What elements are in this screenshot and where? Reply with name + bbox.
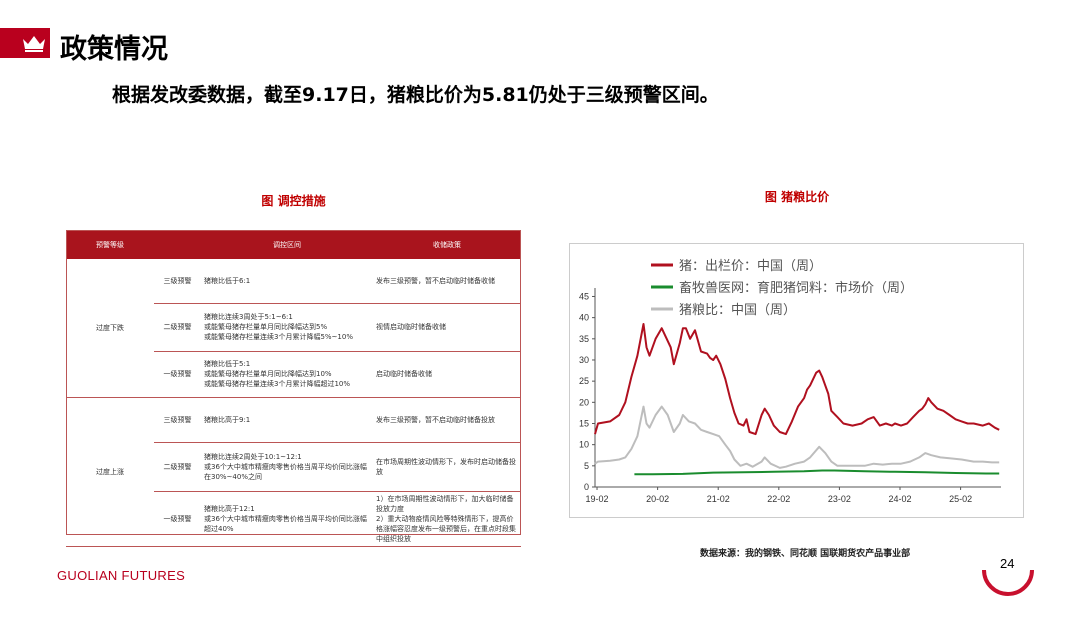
table-header-cell: 预警等级 — [66, 230, 154, 259]
level-cell-line: 三级预警 — [163, 276, 192, 285]
x-tick-label: 21-02 — [707, 494, 730, 504]
y-tick-label: 0 — [584, 482, 589, 492]
y-tick-label: 15 — [579, 418, 589, 428]
policy-cell: 1）在市场周期性波动情形下，加大临时储备投放力度 2）重大动物疫情风险等特殊情形下… — [373, 491, 521, 547]
policy-cell: 启动临时储备收储 — [373, 351, 521, 398]
table-header-cell — [154, 230, 201, 259]
level-cell: 一级预警 — [154, 351, 201, 398]
range-cell: 猪粮比高于12:1 或36个大中城市精瘦肉零售价格当周平均价同比涨幅超过40% — [201, 491, 373, 547]
table-header-cell: 调控区间 — [201, 230, 373, 259]
legend-label: 猪：出栏价：中国（周） — [679, 259, 822, 274]
legend-label: 猪粮比：中国（周） — [679, 303, 796, 318]
company-logo: GUOLIAN FUTURES — [57, 568, 185, 583]
brand-suffix: FUTURES — [121, 568, 186, 583]
policy-cell-line: 发布三级预警，暂不启动临时储备投放 — [376, 415, 495, 424]
policy-cell: 视情启动临时储备收储 — [373, 303, 521, 352]
y-tick-label: 45 — [579, 291, 589, 301]
range-cell: 猪粮比低于6:1 — [201, 259, 373, 304]
brand-name: GUOLIAN — [57, 568, 118, 583]
policy-cell-line: 1）在市场周期性波动情形下，加大临时储备投放力度 — [376, 494, 514, 513]
level-cell-line: 二级预警 — [163, 462, 192, 471]
level-cell-line: 一级预警 — [163, 370, 192, 378]
range-cell-line: 或能繁母猪存栏量连续3个月累计降幅超过10% — [204, 380, 351, 388]
y-tick-label: 10 — [579, 440, 589, 450]
chart-frame — [569, 243, 1024, 518]
y-tick-label: 5 — [584, 461, 589, 471]
page-number-arc — [982, 569, 1034, 596]
range-cell-line: 猪粮比高于9:1 — [204, 415, 251, 424]
range-cell-line: 猪粮比低于6:1 — [204, 276, 251, 285]
policy-cell: 发布三级预警，暂不启动临时储备投放 — [373, 397, 521, 443]
table-row: 一级预警 猪粮比高于12:1 或36个大中城市精瘦肉零售价格当周平均价同比涨幅超过4… — [66, 491, 521, 547]
table-row: 二级预警 猪粮比连续3周处于5:1~6:1 或能繁母猪存栏量单月同比降幅达到5% 或能… — [66, 303, 521, 352]
table-caption: 图 调控措施 — [261, 194, 326, 208]
range-cell-line: 或能繁母猪存栏量单月同比降幅达到10% — [204, 370, 332, 378]
x-tick-label: 22-02 — [767, 494, 790, 504]
y-tick-label: 30 — [579, 355, 589, 365]
source-note: 数据来源：我的钢铁、同花顺 国联期货农产品事业部 — [700, 549, 911, 559]
policy-cell-line: 启动临时储备收储 — [376, 370, 432, 378]
policy-cell-line: 视情启动临时储备收储 — [376, 323, 446, 331]
series-line-2 — [594, 405, 1000, 469]
table-row: 一级预警 猪粮比低于5:1 或能繁母猪存栏量单月同比降幅达到10% 或能繁母猪存栏量连… — [66, 351, 521, 398]
line-chart: 0 5 10 15 20 25 30 35 40 45 19-02 20-02 21-02 22-02 23… — [579, 259, 1001, 504]
x-tick-label: 24-02 — [888, 494, 911, 504]
range-cell-line: 或36个大中城市精瘦肉零售价格当周平均价同比涨幅在30%~40%之间 — [204, 462, 367, 481]
page-title: 政策情况 — [60, 34, 168, 65]
range-cell: 猪粮比连续2周处于10:1~12:1 或36个大中城市精瘦肉零售价格当周平均价同比… — [201, 442, 373, 492]
range-cell: 猪粮比连续3周处于5:1~6:1 或能繁母猪存栏量单月同比降幅达到5% 或能繁母猪存… — [201, 303, 373, 352]
range-cell: 猪粮比高于9:1 — [201, 397, 373, 443]
y-tick-label: 35 — [579, 334, 589, 344]
level-cell: 二级预警 — [154, 303, 201, 352]
x-tick-label: 25-02 — [949, 494, 972, 504]
policy-table: 预警等级 调控区间 收储政策 过度下跌 三级预警 猪粮比低于6:1 发布三级预警，暂不… — [66, 230, 521, 547]
group-cell: 过度下跌 — [66, 259, 154, 398]
crown-icon — [23, 36, 45, 52]
level-cell: 二级预警 — [154, 442, 201, 492]
x-tick-label: 23-02 — [828, 494, 851, 504]
policy-cell-line: 2）重大动物疫情风险等特殊情形下，提高价格涨幅容忍度发布一级预警后，在重点时段集… — [376, 514, 516, 543]
table-header-row: 预警等级 调控区间 收储政策 — [66, 230, 521, 259]
page-subtitle: 根据发改委数据，截至9.17日，猪粮比价为5.81仍处于三级预警区间。 — [112, 84, 719, 106]
level-cell: 一级预警 — [154, 491, 201, 547]
range-cell-line: 猪粮比连续3周处于5:1~6:1 — [204, 313, 293, 321]
policy-cell: 发布三级预警，暂不启动临时储备收储 — [373, 259, 521, 304]
legend-label: 畜牧兽医网：育肥猪饲料：市场价（周） — [679, 280, 913, 296]
level-cell-line: 二级预警 — [163, 323, 192, 331]
y-tick-label: 40 — [579, 313, 589, 323]
table-row: 过度上涨 三级预警 猪粮比高于9:1 发布三级预警，暂不启动临时储备投放 — [66, 397, 521, 547]
series-line-1 — [634, 469, 1000, 476]
y-tick-label: 25 — [579, 376, 589, 386]
range-cell-line: 猪粮比连续2周处于10:1~12:1 — [204, 452, 302, 461]
policy-cell-line: 在市场周期性波动情形下，发布时启动储备投放 — [376, 457, 516, 476]
level-cell-line: 三级预警 — [163, 415, 192, 424]
range-cell-line: 猪粮比低于5:1 — [204, 360, 251, 368]
range-cell-line: 猪粮比高于12:1 — [204, 504, 255, 513]
y-tick-label: 20 — [579, 397, 589, 407]
level-cell-line: 一级预警 — [163, 514, 192, 523]
table-body: 过度下跌 三级预警 猪粮比低于6:1 发布三级预警，暂不启动临时储备收储 二级预警 猪粮比… — [66, 259, 521, 547]
policy-cell-line: 发布三级预警，暂不启动临时储备收储 — [376, 276, 495, 285]
series-line-0 — [594, 323, 1000, 436]
policy-cell: 在市场周期性波动情形下，发布时启动储备投放 — [373, 442, 521, 492]
range-cell: 猪粮比低于5:1 或能繁母猪存栏量单月同比降幅达到10% 或能繁母猪存栏量连续3个月… — [201, 351, 373, 398]
table-row: 二级预警 猪粮比连续2周处于10:1~12:1 或36个大中城市精瘦肉零售价格当周平… — [66, 442, 521, 492]
chart-caption: 图 猪粮比价 — [764, 190, 830, 204]
x-tick-label: 19-02 — [586, 494, 609, 504]
table-header-cell: 收储政策 — [373, 230, 521, 259]
range-cell-line: 或能繁母猪存栏量单月同比降幅达到5% — [204, 323, 328, 331]
level-cell: 三级预警 — [154, 397, 201, 443]
range-cell-line: 或36个大中城市精瘦肉零售价格当周平均价同比涨幅超过40% — [204, 514, 367, 533]
table-row: 过度下跌 三级预警 猪粮比低于6:1 发布三级预警，暂不启动临时储备收储 — [66, 259, 521, 398]
x-tick-label: 20-02 — [646, 494, 669, 504]
page-number: 24 — [1000, 556, 1015, 571]
range-cell-line: 或能繁母猪存栏量连续3个月累计降幅5%~10% — [204, 333, 353, 341]
group-cell: 过度上涨 — [66, 397, 154, 547]
level-cell: 三级预警 — [154, 259, 201, 304]
